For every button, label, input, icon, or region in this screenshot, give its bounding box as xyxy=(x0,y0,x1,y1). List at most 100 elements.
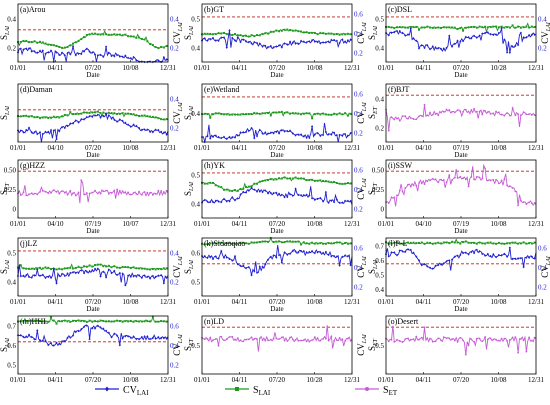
cv-lai-series-point xyxy=(93,53,97,56)
s-et-series-point xyxy=(528,201,531,204)
s-lai-series-point xyxy=(302,31,305,34)
s-lai-series-point xyxy=(478,241,481,244)
s-et-series-point xyxy=(61,190,63,193)
s-lai-series-point xyxy=(322,32,325,35)
cv-lai-series-point xyxy=(115,53,119,57)
panel-a: (a)Arou 0.4 0.2 0.4 0.2 SLAI CVLAI 01/01 04/11 07… xyxy=(0,3,184,79)
s-et-series-point xyxy=(160,190,163,192)
s-lai-series-point xyxy=(121,320,124,323)
s-lai-series-point xyxy=(151,267,154,270)
plot-frame xyxy=(385,237,537,297)
s-lai-series-point xyxy=(415,242,418,245)
s-lai-series-point xyxy=(25,320,28,323)
s-lai-series-point xyxy=(508,242,511,245)
cv-lai-series-point xyxy=(269,191,272,195)
cv-lai-series-point xyxy=(77,329,80,333)
cv-lai-series-point xyxy=(162,281,165,285)
s-lai-series-point xyxy=(442,26,445,29)
cv-lai-series-point xyxy=(63,339,66,343)
s-et-series-point xyxy=(431,113,434,116)
cv-lai-series-point xyxy=(214,39,217,42)
s-et-series-point xyxy=(437,181,440,184)
s-et-series-point xyxy=(429,179,431,182)
s-et-series-point xyxy=(500,179,503,182)
cv-lai-series-point xyxy=(236,134,239,137)
s-et-series-point xyxy=(467,110,470,113)
s-lai-series-point xyxy=(28,267,31,270)
s-et-series-point xyxy=(258,337,261,340)
s-et-series-point xyxy=(308,340,311,343)
s-et-series-point xyxy=(442,110,445,113)
x-tick-label: 12/31 xyxy=(160,220,176,228)
s-lai-series-point xyxy=(91,32,94,35)
right-tick-label: 0.6 xyxy=(354,91,363,99)
x-axis-label: Date xyxy=(270,71,283,79)
s-lai-series-point xyxy=(146,40,149,43)
cv-lai-series-point xyxy=(310,196,314,200)
cv-lai-series-point xyxy=(305,193,308,197)
s-lai-series-point xyxy=(335,182,338,185)
cv-lai-series-point xyxy=(250,42,253,45)
s-lai-series-point xyxy=(118,112,121,115)
s-lai-series-point xyxy=(495,25,498,28)
s-et-series-point xyxy=(478,176,481,179)
s-et-series-point xyxy=(39,190,41,193)
s-lai-series-point xyxy=(124,266,127,269)
s-et-series-point xyxy=(519,199,522,202)
s-lai-series-point xyxy=(412,26,415,29)
cv-lai-series-point xyxy=(115,273,119,277)
cv-lai-series-point xyxy=(36,329,39,332)
x-tick-label: 04/10 xyxy=(416,220,432,228)
s-lai-series-point xyxy=(486,241,489,244)
s-lai-series-point xyxy=(165,44,168,47)
cv-lai-series-point xyxy=(165,58,168,61)
s-et-series-point xyxy=(256,338,258,341)
s-lai-series-point xyxy=(442,241,445,244)
s-lai-series-point xyxy=(231,33,234,36)
s-lai-series-point xyxy=(272,178,275,181)
cv-lai-series-point xyxy=(41,132,44,136)
cv-lai-series-point xyxy=(49,49,53,52)
s-et-series-point xyxy=(445,108,448,111)
x-tick-label: 04/11 xyxy=(48,64,64,72)
cv-lai-series-point xyxy=(135,275,138,278)
cv-lai-series-point xyxy=(231,36,234,40)
s-et-series-point xyxy=(525,203,528,205)
s-lai-series-point xyxy=(206,113,209,116)
s-lai-series-point xyxy=(253,241,256,244)
cv-lai-series-point xyxy=(214,134,217,137)
s-lai-series-point xyxy=(110,33,113,36)
svg-text:SET: SET xyxy=(367,106,379,119)
s-lai-series-point xyxy=(349,33,352,36)
s-et-series-point xyxy=(154,192,157,195)
svg-text:SLAI: SLAI xyxy=(0,25,11,40)
cv-lai-series-point xyxy=(214,199,217,203)
s-lai-series-point xyxy=(85,34,88,37)
s-lai-series-point xyxy=(116,33,119,36)
s-lai-series-point xyxy=(140,114,143,117)
s-lai-series-point xyxy=(80,266,83,269)
x-tick-label: 01/01 xyxy=(194,220,210,228)
legend: CVLAI SLAI SET xyxy=(95,385,398,397)
s-lai-series-point xyxy=(256,182,259,185)
s-lai-series-point xyxy=(52,319,55,322)
cv-lai-series-point xyxy=(124,54,127,57)
cv-lai-series-point xyxy=(398,29,401,33)
panel-c: (c)DSL 0.5 0.4 0.4 0.2 SLAI CVLAI 01/01 04/11 07/… xyxy=(367,3,550,79)
s-lai-series-point xyxy=(341,33,344,36)
s-et-series-point xyxy=(522,201,525,204)
s-lai-series-point xyxy=(50,316,53,319)
s-et-series-point xyxy=(475,337,478,340)
s-et-series-point xyxy=(387,340,390,343)
s-et-series-point xyxy=(412,118,415,120)
cv-lai-series-point xyxy=(489,254,492,258)
panel-f: (f)BJT 0.4 0.2 SET 01/01 04/10 07/19 10/08 12/31… xyxy=(367,83,544,159)
s-et-series-point xyxy=(162,191,165,193)
s-lai-series-point xyxy=(209,181,212,184)
x-tick-label: 01/01 xyxy=(10,298,26,306)
x-tick-label: 12/31 xyxy=(160,64,176,72)
s-lai-series-point xyxy=(132,113,135,116)
s-lai-series-point xyxy=(85,111,88,114)
cv-lai-series-point xyxy=(154,275,157,279)
s-lai-series-point xyxy=(305,31,308,34)
